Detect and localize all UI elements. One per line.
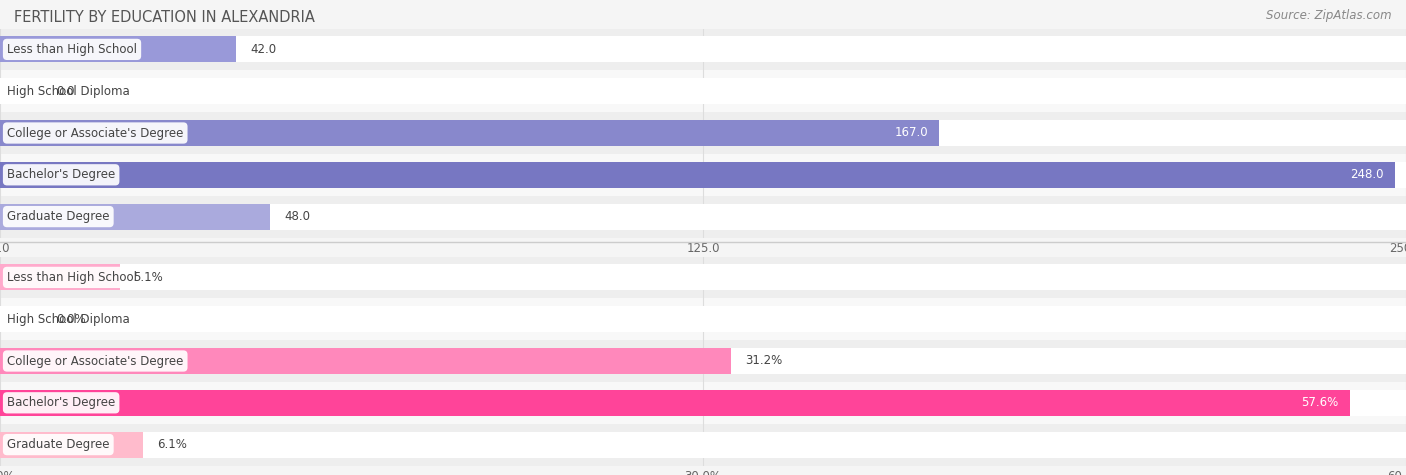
Bar <box>0 37 1406 62</box>
Text: Graduate Degree: Graduate Degree <box>7 438 110 451</box>
Text: Bachelor's Degree: Bachelor's Degree <box>7 168 115 181</box>
Bar <box>0 390 1350 416</box>
Text: Graduate Degree: Graduate Degree <box>7 210 110 223</box>
Bar <box>0 204 1406 229</box>
Bar <box>0 265 120 290</box>
Text: Less than High School: Less than High School <box>7 271 136 284</box>
Text: Source: ZipAtlas.com: Source: ZipAtlas.com <box>1267 10 1392 22</box>
Text: 167.0: 167.0 <box>894 126 928 140</box>
Text: 57.6%: 57.6% <box>1302 396 1339 409</box>
Text: Less than High School: Less than High School <box>7 43 136 56</box>
Bar <box>0 120 939 146</box>
Text: High School Diploma: High School Diploma <box>7 313 129 326</box>
Text: 48.0: 48.0 <box>284 210 309 223</box>
Text: 31.2%: 31.2% <box>745 354 782 368</box>
Bar <box>0 28 1406 70</box>
Bar <box>0 112 1406 154</box>
Text: 5.1%: 5.1% <box>134 271 163 284</box>
Bar <box>0 120 1406 146</box>
Bar <box>0 162 1395 188</box>
Bar <box>0 78 1406 104</box>
Text: High School Diploma: High School Diploma <box>7 85 129 98</box>
Bar <box>0 70 1406 112</box>
Bar <box>0 382 1406 424</box>
Text: Bachelor's Degree: Bachelor's Degree <box>7 396 115 409</box>
Bar <box>0 265 1406 290</box>
Text: College or Associate's Degree: College or Associate's Degree <box>7 354 183 368</box>
Text: 0.0: 0.0 <box>56 85 75 98</box>
Text: 42.0: 42.0 <box>250 43 277 56</box>
Bar <box>0 204 270 229</box>
Text: College or Associate's Degree: College or Associate's Degree <box>7 126 183 140</box>
Bar <box>0 154 1406 196</box>
Text: FERTILITY BY EDUCATION IN ALEXANDRIA: FERTILITY BY EDUCATION IN ALEXANDRIA <box>14 10 315 25</box>
Text: 6.1%: 6.1% <box>157 438 187 451</box>
Bar <box>0 196 1406 238</box>
Text: 0.0%: 0.0% <box>56 313 86 326</box>
Bar <box>0 37 236 62</box>
Text: 248.0: 248.0 <box>1350 168 1384 181</box>
Bar <box>0 340 1406 382</box>
Bar <box>0 256 1406 298</box>
Bar <box>0 348 1406 374</box>
Bar <box>0 298 1406 340</box>
Bar <box>0 348 731 374</box>
Bar <box>0 390 1406 416</box>
Bar <box>0 162 1406 188</box>
Bar <box>0 432 143 457</box>
Bar <box>0 424 1406 466</box>
Bar <box>0 306 1406 332</box>
Bar <box>0 432 1406 457</box>
